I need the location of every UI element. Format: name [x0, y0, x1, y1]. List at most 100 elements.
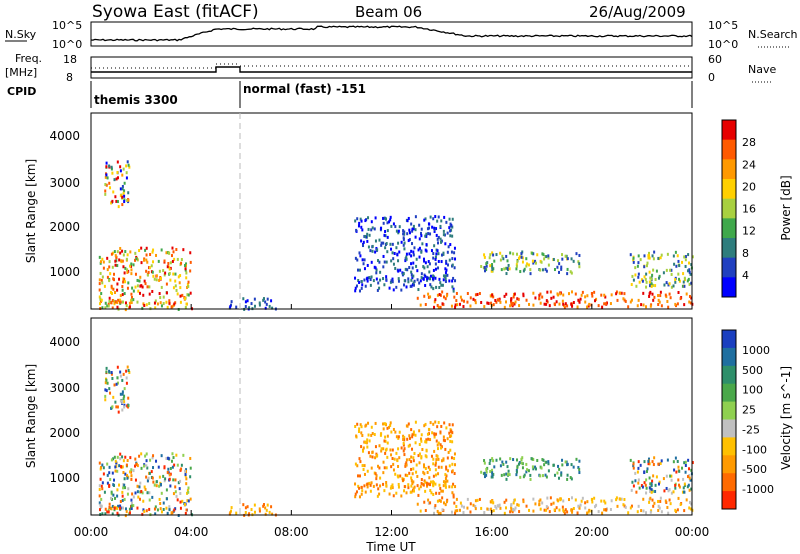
power-cell	[173, 257, 176, 261]
power-cell	[166, 265, 169, 269]
velocity-cell	[578, 467, 581, 471]
velocity-cell	[466, 497, 469, 501]
velocity-cell	[525, 470, 528, 474]
velocity-cell	[636, 510, 639, 514]
velocity-cell	[517, 503, 520, 507]
power-cell	[182, 248, 185, 252]
velocity-cell	[410, 479, 413, 483]
velocity-cell	[424, 489, 427, 493]
power-cell	[668, 282, 671, 286]
velocity-cell	[686, 485, 689, 489]
velocity-cell	[104, 394, 107, 398]
velocity-cell	[508, 473, 511, 477]
power-cell	[423, 218, 426, 222]
power-cell	[116, 176, 119, 180]
velocity-cell	[131, 492, 134, 496]
velocity-cell	[379, 484, 382, 488]
power-cell	[356, 258, 359, 262]
power-cell	[410, 254, 413, 258]
velocity-cell	[114, 465, 117, 469]
power-cell	[670, 272, 673, 276]
velocity-cell	[402, 443, 405, 447]
power-cell	[534, 261, 537, 265]
power-cell	[436, 293, 439, 297]
power-cell	[114, 263, 117, 267]
velocity-cell	[148, 507, 151, 511]
velocity-cell	[580, 499, 583, 503]
velocity-cell	[492, 459, 495, 463]
power-cell	[137, 289, 140, 293]
velocity-cell	[444, 483, 447, 487]
velocity-cell	[104, 381, 107, 385]
power-cell	[384, 216, 387, 220]
colorbar-tick-label: 100	[742, 384, 763, 397]
power-cell	[106, 256, 109, 260]
power-cell	[516, 297, 519, 301]
velocity-cell	[360, 445, 363, 449]
power-cell	[575, 252, 578, 256]
velocity-cell	[529, 473, 532, 477]
power-cell	[539, 292, 542, 296]
power-cell	[678, 264, 681, 268]
power-cell	[651, 292, 654, 296]
power-cell	[540, 260, 543, 264]
velocity-cell	[98, 484, 101, 488]
velocity-cell	[647, 462, 650, 466]
power-cell	[491, 263, 494, 267]
velocity-cell	[531, 465, 534, 469]
velocity-cell	[544, 473, 547, 477]
velocity-cell	[171, 465, 174, 469]
velocity-cell	[440, 459, 443, 463]
velocity-cell	[370, 425, 373, 429]
power-cell	[390, 279, 393, 283]
power-cell	[106, 304, 109, 308]
power-cell	[448, 279, 451, 283]
velocity-cell	[116, 365, 119, 369]
power-cell	[455, 291, 458, 295]
power-cell	[683, 255, 686, 259]
velocity-cell	[152, 466, 155, 470]
power-cell	[116, 200, 119, 204]
velocity-cell	[122, 459, 125, 463]
power-cell	[623, 292, 626, 296]
velocity-cell	[366, 438, 369, 442]
power-cell	[643, 254, 646, 258]
velocity-cell	[620, 497, 623, 501]
power-cell	[513, 302, 516, 306]
velocity-cell	[474, 499, 477, 503]
power-cell	[170, 305, 173, 309]
velocity-cell	[376, 453, 379, 457]
velocity-cell	[158, 497, 161, 501]
power-cell	[684, 258, 687, 262]
power-cell	[178, 281, 181, 285]
velocity-cell	[541, 458, 544, 462]
power-cell	[485, 264, 488, 268]
power-cell	[403, 279, 406, 283]
velocity-cell	[688, 467, 691, 471]
power-cell	[544, 267, 547, 271]
power-cell	[100, 278, 103, 282]
power-cell	[116, 300, 119, 304]
velocity-cell	[104, 507, 107, 511]
velocity-cell	[385, 447, 388, 451]
velocity-cell	[561, 463, 564, 467]
velocity-cell	[118, 506, 121, 510]
power-cell	[450, 228, 453, 232]
power-cell	[469, 304, 472, 308]
velocity-cell	[425, 438, 428, 442]
velocity-cell	[664, 499, 667, 503]
velocity-cell	[649, 510, 652, 514]
power-cell	[374, 239, 377, 243]
power-cell	[627, 305, 630, 309]
power-cell	[110, 201, 113, 205]
velocity-cell	[432, 457, 435, 461]
velocity-cell	[371, 450, 374, 454]
velocity-cell	[423, 500, 426, 504]
power-cell	[370, 228, 373, 232]
power-cell	[371, 244, 374, 248]
velocity-cell	[411, 435, 414, 439]
velocity-cell	[186, 491, 189, 495]
velocity-cell	[652, 504, 655, 508]
velocity-cell	[121, 494, 124, 498]
power-cell	[408, 228, 411, 232]
